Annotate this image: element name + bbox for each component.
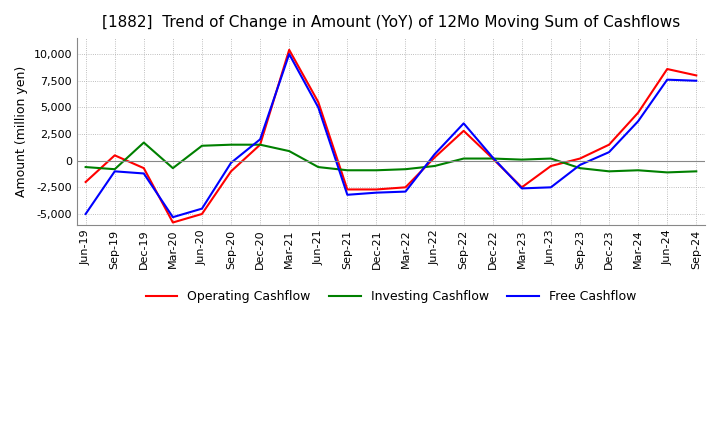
- Operating Cashflow: [634, 110, 642, 115]
- Operating Cashflow: [343, 187, 351, 192]
- Investing Cashflow: [197, 143, 206, 148]
- Operating Cashflow: [663, 66, 672, 72]
- Investing Cashflow: [692, 169, 701, 174]
- Free Cashflow: [663, 77, 672, 82]
- Investing Cashflow: [576, 165, 585, 171]
- Legend: Operating Cashflow, Investing Cashflow, Free Cashflow: Operating Cashflow, Investing Cashflow, …: [141, 285, 641, 308]
- Operating Cashflow: [197, 211, 206, 216]
- Operating Cashflow: [401, 185, 410, 190]
- Investing Cashflow: [459, 156, 468, 161]
- Free Cashflow: [227, 160, 235, 165]
- Free Cashflow: [431, 152, 439, 157]
- Investing Cashflow: [634, 168, 642, 173]
- Free Cashflow: [459, 121, 468, 126]
- Free Cashflow: [314, 105, 323, 110]
- Free Cashflow: [605, 150, 613, 155]
- Operating Cashflow: [605, 142, 613, 147]
- Investing Cashflow: [488, 156, 497, 161]
- Operating Cashflow: [140, 165, 148, 171]
- Free Cashflow: [168, 215, 177, 220]
- Investing Cashflow: [372, 168, 381, 173]
- Investing Cashflow: [168, 165, 177, 171]
- Investing Cashflow: [285, 148, 294, 154]
- Free Cashflow: [372, 190, 381, 195]
- Operating Cashflow: [81, 180, 90, 185]
- Investing Cashflow: [605, 169, 613, 174]
- Investing Cashflow: [546, 156, 555, 161]
- Line: Investing Cashflow: Investing Cashflow: [86, 143, 696, 172]
- Investing Cashflow: [140, 140, 148, 145]
- Free Cashflow: [285, 51, 294, 57]
- Free Cashflow: [81, 211, 90, 216]
- Line: Free Cashflow: Free Cashflow: [86, 54, 696, 217]
- Y-axis label: Amount (million yen): Amount (million yen): [15, 66, 28, 197]
- Operating Cashflow: [285, 47, 294, 52]
- Line: Operating Cashflow: Operating Cashflow: [86, 50, 696, 223]
- Operating Cashflow: [314, 99, 323, 105]
- Investing Cashflow: [256, 142, 264, 147]
- Operating Cashflow: [168, 220, 177, 225]
- Operating Cashflow: [576, 156, 585, 161]
- Investing Cashflow: [518, 157, 526, 162]
- Free Cashflow: [343, 192, 351, 198]
- Free Cashflow: [197, 206, 206, 211]
- Free Cashflow: [401, 189, 410, 194]
- Operating Cashflow: [227, 169, 235, 174]
- Operating Cashflow: [518, 185, 526, 190]
- Investing Cashflow: [663, 170, 672, 175]
- Free Cashflow: [488, 155, 497, 160]
- Free Cashflow: [140, 171, 148, 176]
- Free Cashflow: [576, 162, 585, 168]
- Investing Cashflow: [314, 165, 323, 170]
- Free Cashflow: [634, 119, 642, 124]
- Free Cashflow: [546, 185, 555, 190]
- Investing Cashflow: [343, 168, 351, 173]
- Title: [1882]  Trend of Change in Amount (YoY) of 12Mo Moving Sum of Cashflows: [1882] Trend of Change in Amount (YoY) o…: [102, 15, 680, 30]
- Investing Cashflow: [81, 165, 90, 170]
- Investing Cashflow: [227, 142, 235, 147]
- Free Cashflow: [518, 186, 526, 191]
- Operating Cashflow: [692, 73, 701, 78]
- Investing Cashflow: [431, 163, 439, 169]
- Operating Cashflow: [488, 156, 497, 161]
- Operating Cashflow: [431, 155, 439, 160]
- Operating Cashflow: [110, 153, 119, 158]
- Operating Cashflow: [459, 128, 468, 133]
- Investing Cashflow: [401, 167, 410, 172]
- Investing Cashflow: [110, 167, 119, 172]
- Operating Cashflow: [372, 187, 381, 192]
- Operating Cashflow: [546, 163, 555, 169]
- Free Cashflow: [256, 137, 264, 142]
- Operating Cashflow: [256, 142, 264, 147]
- Free Cashflow: [692, 78, 701, 84]
- Free Cashflow: [110, 169, 119, 174]
